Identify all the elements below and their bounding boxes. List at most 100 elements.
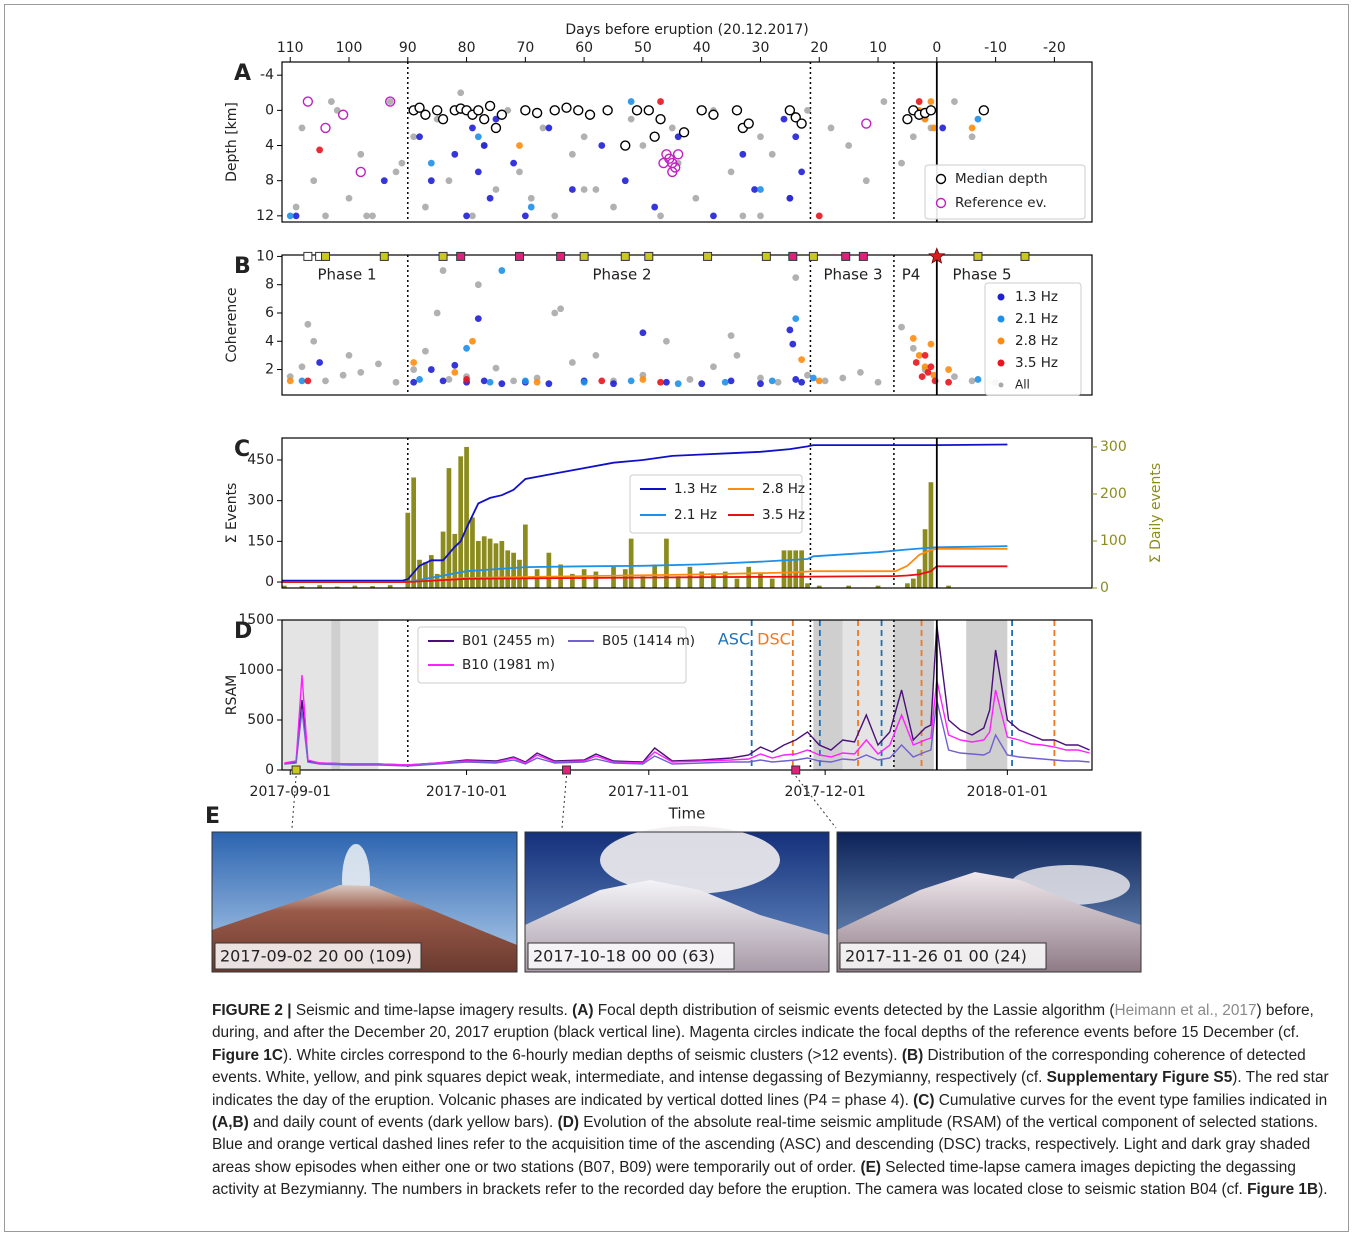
- bar: [428, 555, 434, 588]
- dot: [339, 371, 347, 379]
- caption-bold: Supplementary Figure S5: [1046, 1069, 1233, 1087]
- ring-marker: [355, 166, 366, 178]
- dot: [739, 212, 747, 220]
- dot: [710, 363, 717, 371]
- dot: [909, 344, 917, 352]
- dot: [845, 142, 853, 149]
- dot: [416, 376, 423, 383]
- dot: [298, 363, 306, 371]
- dot: [757, 133, 764, 141]
- dot: [433, 309, 441, 317]
- y-tick-label: 8: [265, 277, 274, 293]
- dot: [521, 377, 529, 385]
- dot: [304, 320, 312, 328]
- figure-border: [4, 4, 1349, 1232]
- dot: [968, 133, 976, 141]
- dot: [327, 98, 335, 105]
- dot: [798, 356, 806, 364]
- dot: [815, 377, 823, 385]
- bar: [758, 573, 763, 588]
- bar: [475, 540, 481, 588]
- photo-label-box: [527, 942, 735, 970]
- bar: [417, 559, 422, 588]
- bar: [816, 585, 822, 588]
- dot: [698, 380, 706, 388]
- dot: [457, 89, 465, 97]
- dot: [357, 368, 365, 376]
- bar: [793, 550, 799, 588]
- phase-label: Phase 1: [317, 266, 376, 284]
- bar: [928, 482, 934, 588]
- dot: [498, 267, 506, 274]
- caption-plain: Seismic and time-lapse imagery results.: [291, 1002, 573, 1019]
- dot: [827, 124, 835, 132]
- degassing-square: [379, 251, 389, 261]
- dot: [298, 377, 306, 385]
- ring-marker: [902, 113, 913, 125]
- dot: [757, 374, 764, 382]
- caption-link[interactable]: Heimann et al., 2017: [1114, 1002, 1257, 1019]
- degassing-square: [620, 251, 630, 261]
- dot: [492, 186, 500, 193]
- ring-marker: [678, 127, 690, 138]
- ring-marker: [631, 105, 643, 116]
- plot-frame: [281, 254, 1093, 396]
- ring-marker: [649, 131, 660, 142]
- dot: [345, 352, 353, 359]
- dot: [898, 159, 905, 167]
- dot: [774, 378, 782, 386]
- dot: [486, 378, 494, 386]
- dot: [316, 146, 324, 154]
- bar: [799, 550, 804, 588]
- ring-marker: [731, 105, 743, 116]
- y-tick-label: 1000: [238, 662, 274, 678]
- dot: [545, 380, 553, 388]
- bar: [699, 571, 705, 588]
- dot: [451, 361, 459, 369]
- y-axis-label: RSAM: [224, 675, 240, 716]
- bar: [493, 543, 499, 588]
- dot: [974, 115, 982, 123]
- ring-marker: [496, 109, 508, 120]
- y-tick-label: 6: [265, 305, 274, 321]
- dot: [804, 371, 811, 379]
- y-tick-label: 10: [256, 248, 274, 264]
- dot: [798, 378, 806, 386]
- x2-axis-label: Days before eruption (20.12.2017): [565, 22, 808, 38]
- dot: [345, 194, 353, 202]
- bar: [458, 456, 464, 588]
- dot: [880, 98, 888, 105]
- dot: [286, 212, 294, 220]
- dot: [927, 98, 935, 105]
- x2-tick-label: 0: [932, 40, 941, 56]
- dot: [974, 376, 982, 383]
- degassing-square: [303, 251, 313, 261]
- legend-label: B10 (1981 m): [462, 657, 555, 673]
- dot: [469, 124, 476, 132]
- dot: [539, 124, 547, 132]
- dot: [768, 150, 776, 158]
- ring-marker: [796, 118, 807, 129]
- dot: [410, 366, 418, 373]
- caption-plain: ). White circles correspond to the 6-hou…: [282, 1046, 902, 1064]
- caption-plain: Focal depth distribution of seismic even…: [593, 1002, 1115, 1019]
- ring-marker: [549, 105, 560, 116]
- degassing-square: [456, 251, 466, 261]
- y-tick-label: 500: [247, 712, 274, 728]
- legend-label: All: [1015, 378, 1030, 392]
- legend-label: 2.8 Hz: [1015, 333, 1058, 349]
- bar: [781, 550, 787, 588]
- dot: [939, 124, 947, 132]
- x2-tick-label: 100: [336, 40, 363, 56]
- ring-marker: [531, 107, 543, 119]
- dot: [721, 378, 729, 386]
- bar: [640, 576, 646, 588]
- bar: [846, 585, 851, 588]
- eruption-star: [928, 247, 946, 264]
- ring-marker: [479, 113, 490, 125]
- ring-marker: [561, 102, 572, 113]
- bar: [452, 533, 458, 588]
- dot: [798, 168, 806, 176]
- photo-label-box: [839, 942, 1047, 970]
